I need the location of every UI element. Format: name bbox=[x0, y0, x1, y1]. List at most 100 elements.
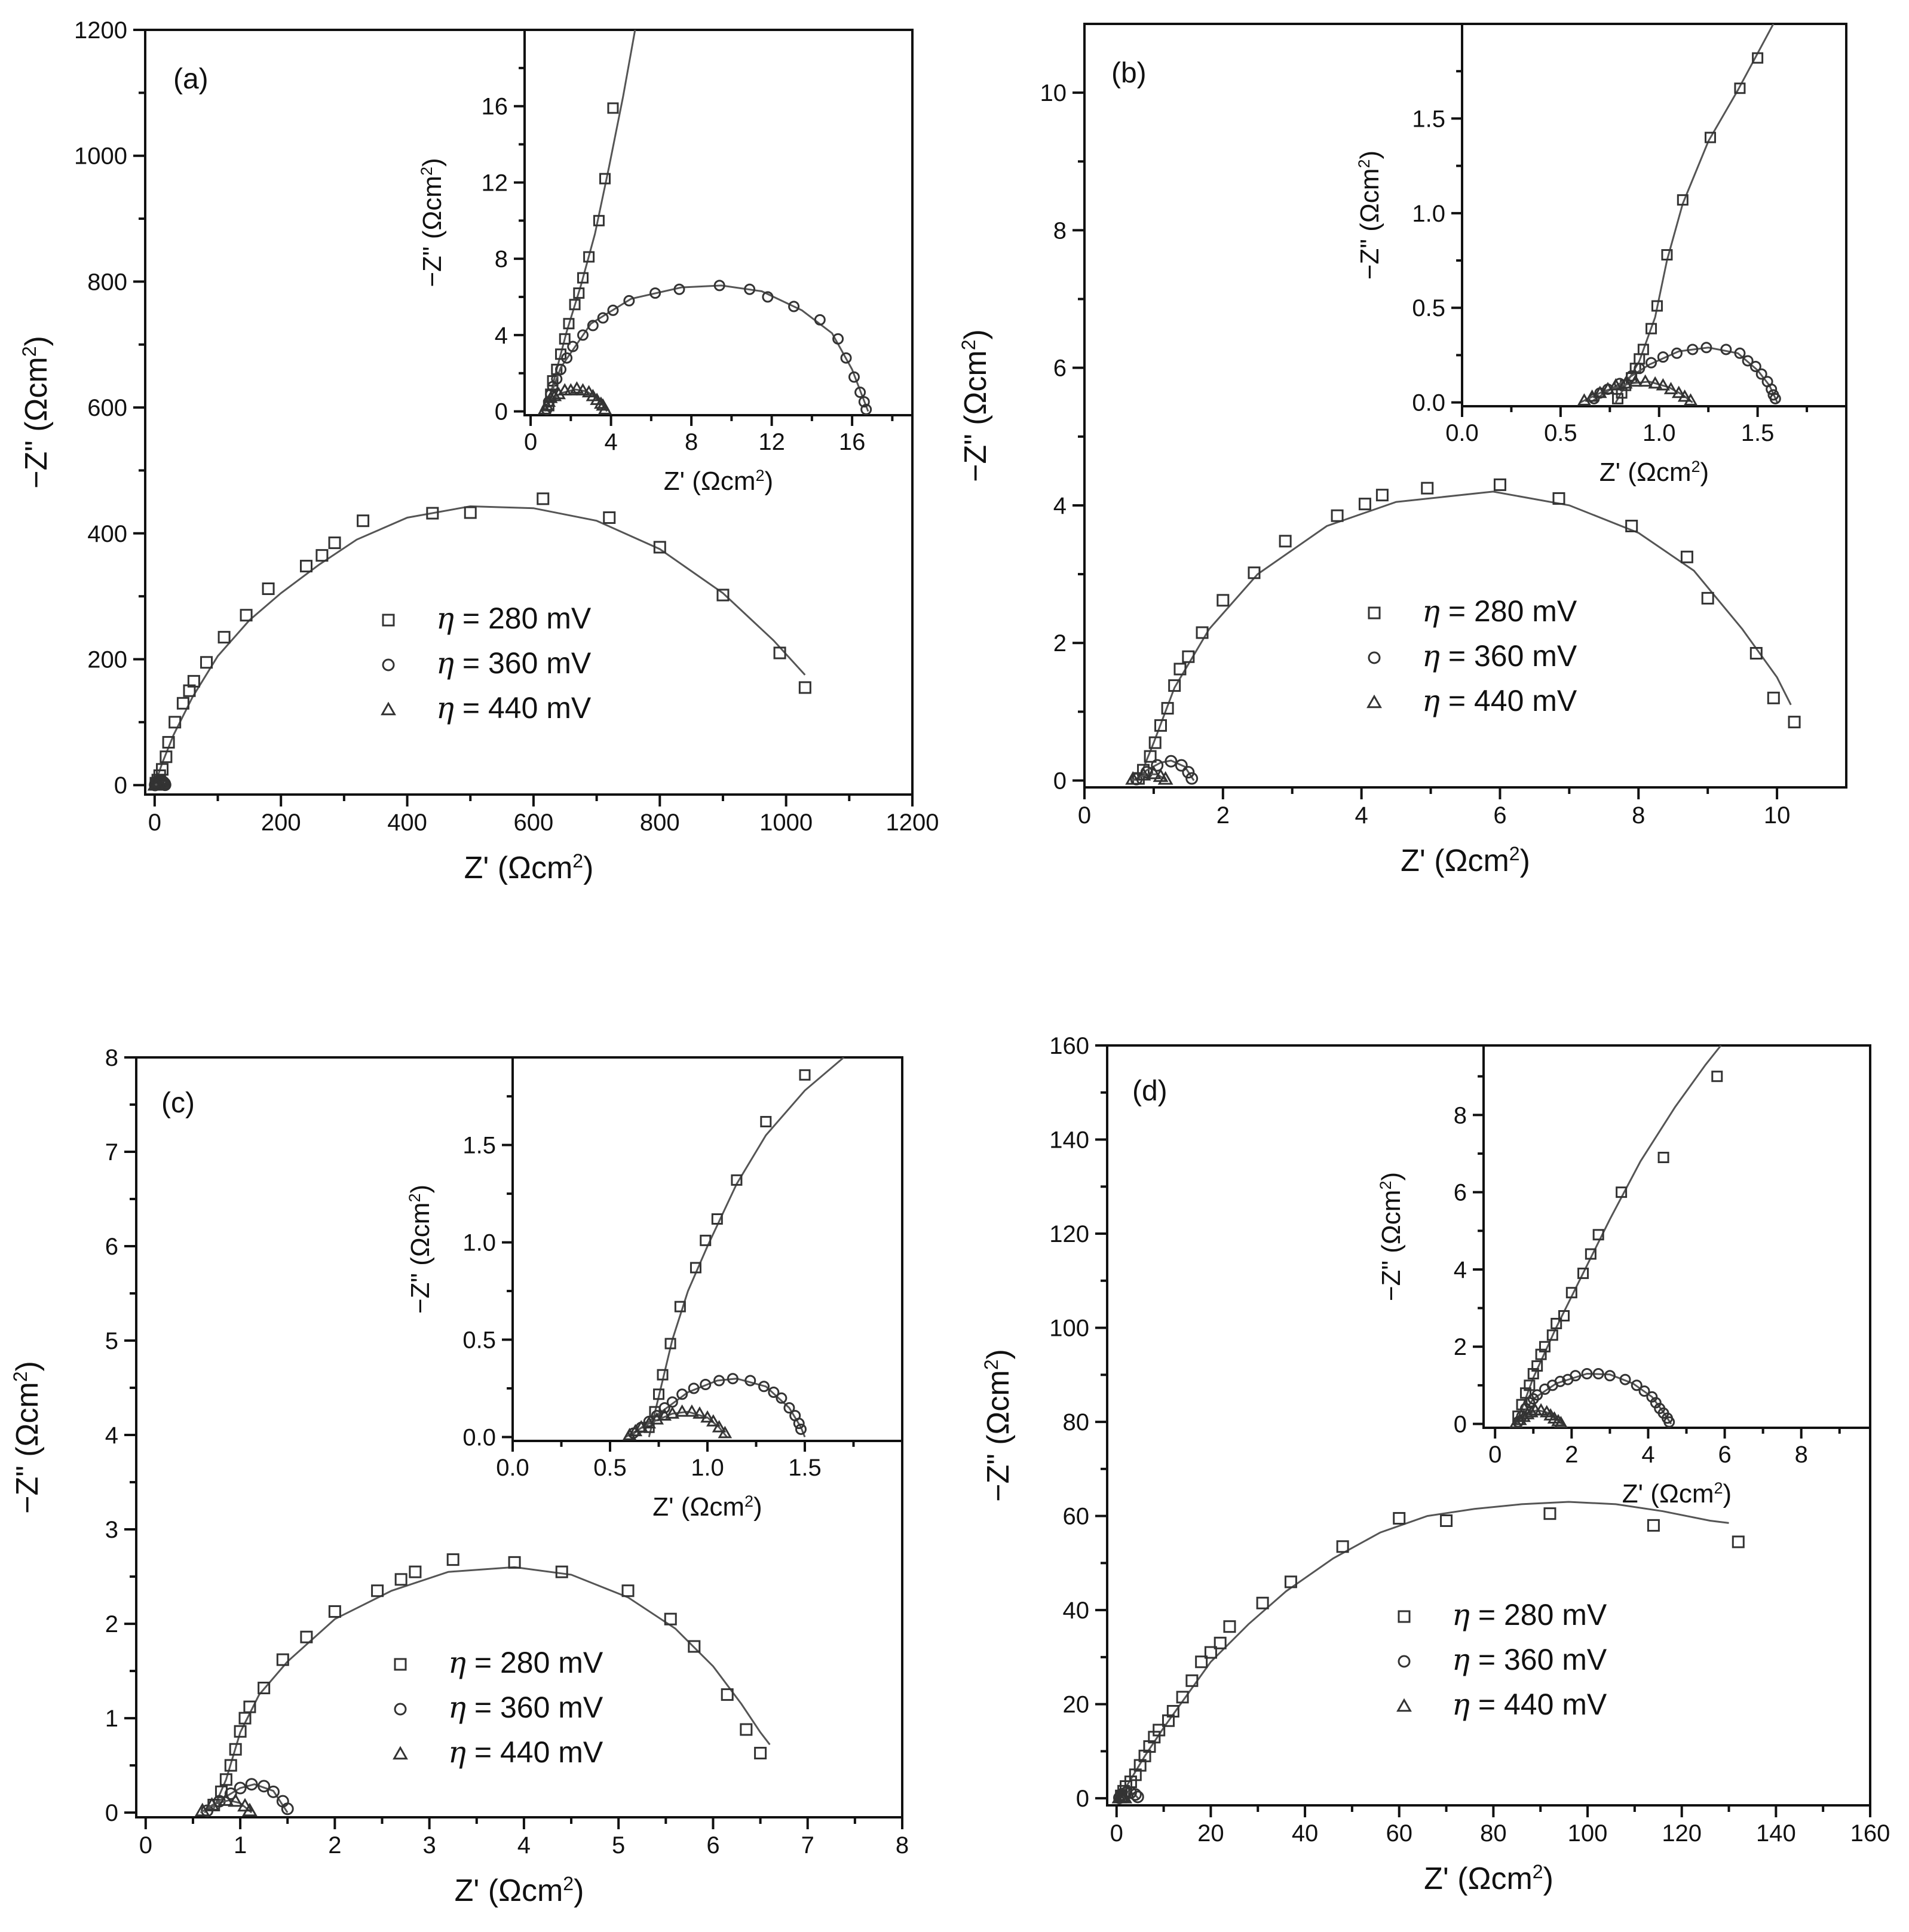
panel-d-main-data-point-square bbox=[1256, 1596, 1269, 1609]
panel-b-inset-data-point-circle bbox=[1634, 363, 1646, 375]
panel-d-inset-data-point-square bbox=[1711, 1071, 1723, 1082]
panel-d-main-y-tick-label: 0 bbox=[1076, 1786, 1089, 1812]
panel-a-inset-data-point-circle bbox=[814, 314, 826, 326]
panel-c-inset-data-point-triangle bbox=[692, 1406, 707, 1419]
panel-b-y-axis-label: −Z" (Ωcm2) bbox=[958, 329, 993, 482]
panel-a-inset-data-point-triangle bbox=[597, 402, 612, 415]
panel-a-main-fit-line-triangle bbox=[154, 783, 158, 786]
panel-a-main-data-point-square bbox=[183, 684, 196, 697]
panel-c-inset-data-point-circle bbox=[700, 1378, 712, 1390]
panel-d-main-fit-line-square bbox=[1118, 1501, 1729, 1799]
panel-a-inset-data-point-circle bbox=[848, 371, 860, 383]
panel-d-main-y-tick-label: 100 bbox=[1049, 1315, 1089, 1342]
panel-b-main-data-point-square bbox=[1788, 716, 1801, 729]
panel-a-legend-marker-circle bbox=[382, 658, 395, 671]
panel-a-inset-data-point-square bbox=[577, 272, 589, 284]
panel-c-inset-data-point-square bbox=[731, 1174, 743, 1186]
panel-a-inset-data-point-circle bbox=[567, 341, 579, 352]
panel-a-inset-data-point-circle bbox=[607, 304, 619, 316]
panel-a-inset-y-tick-label: 0 bbox=[495, 399, 508, 425]
panel-d-main-x-tick-label: 140 bbox=[1756, 1820, 1796, 1847]
panel-b-inset-background bbox=[1462, 24, 1846, 406]
panel-d-main-data-point-square bbox=[1440, 1514, 1453, 1527]
panel-d-main-x-tick-label: 120 bbox=[1662, 1820, 1702, 1847]
panel-b-inset-data-point-circle bbox=[1671, 347, 1683, 359]
panel-d-legend-marker-triangle bbox=[1396, 1698, 1412, 1712]
panel-a-inset-data-point-circle bbox=[673, 283, 685, 295]
panel-b-inset-x-tick-label: 1.0 bbox=[1643, 420, 1676, 446]
panel-b-main-data-point-square bbox=[1161, 702, 1174, 715]
panel-d-inset-y-axis-label: −Z" (Ωcm2) bbox=[1377, 1172, 1406, 1301]
panel-a-main-y-tick-label: 400 bbox=[87, 521, 127, 547]
panel-c-y-axis-label: −Z" (Ωcm2) bbox=[10, 1361, 45, 1514]
panel-c-inset-data-point-circle bbox=[783, 1402, 795, 1414]
panel-c-main-data-point-triangle bbox=[241, 1802, 258, 1817]
panel-b-main-data-point-square bbox=[1217, 594, 1230, 607]
panel-c-main-x-tick-label: 2 bbox=[328, 1832, 341, 1859]
panel-a-inset-data-point-circle bbox=[623, 295, 635, 306]
panel-c-inset-data-point-circle bbox=[713, 1375, 725, 1387]
panel-d-legend: η = 280 mV η = 360 mV η = 440 mV bbox=[1396, 1597, 1607, 1722]
panel-d-main-x-tick-label: 100 bbox=[1568, 1820, 1608, 1847]
panel-a-inset-data-point-circle bbox=[649, 287, 661, 299]
panel-c-inset-data-point-circle bbox=[768, 1387, 780, 1399]
panel-a-main-series-triangle bbox=[147, 776, 165, 791]
panel-a-inset-x-axis-label: Z' (Ωcm2) bbox=[664, 467, 773, 496]
panel-c-panel-label: (c) bbox=[161, 1087, 195, 1119]
panel-c-main-data-point-circle bbox=[245, 1778, 258, 1791]
panel-a-inset-data-point-circle bbox=[713, 280, 725, 292]
panel-c-inset-data-point-square bbox=[657, 1369, 669, 1381]
panel-b-main-data-point-square bbox=[1680, 550, 1693, 563]
panel-c-main-data-point-square bbox=[555, 1565, 568, 1578]
panel-a-inset-data-point-circle bbox=[840, 352, 852, 364]
panel-a-main-data-point-square bbox=[240, 609, 253, 622]
panel-d-inset-data-point-circle bbox=[1631, 1379, 1643, 1391]
panel-b-main-data-point-square bbox=[1767, 691, 1780, 704]
panel-b-main-y-tick-label: 6 bbox=[1053, 355, 1067, 382]
panel-b-main-x-tick-label: 4 bbox=[1355, 802, 1368, 829]
panel-c-legend-entry: η = 280 mV bbox=[448, 1645, 603, 1680]
panel-b-main-y-tick-label: 10 bbox=[1040, 80, 1067, 106]
panel-b-inset-data-point-circle bbox=[1766, 383, 1778, 395]
panel-c-inset-y-tick-label: 0.0 bbox=[462, 1424, 496, 1450]
panel-d-legend-marker-circle bbox=[1398, 1655, 1411, 1668]
panel-a-main-data-point-square bbox=[262, 582, 275, 596]
panel-d-inset-x-tick-label: 4 bbox=[1641, 1442, 1654, 1468]
panel-d-main-data-point-square bbox=[1732, 1535, 1745, 1548]
panel-d-inset-data-point-square bbox=[1551, 1317, 1562, 1329]
panel-a-inset-y-tick-label: 8 bbox=[495, 246, 508, 272]
panel-b-main-data-point-square bbox=[1493, 478, 1506, 491]
panel-a-inset-data-point-circle bbox=[854, 387, 866, 398]
panel-c-inset-data-point-square bbox=[700, 1234, 712, 1246]
panel-b-main-data-point-square bbox=[1196, 626, 1209, 639]
panel-b-inset-y-tick-label: 0.5 bbox=[1412, 295, 1445, 321]
panel-a-main-data-point-square bbox=[217, 631, 231, 644]
panel-b-inset-data-point-square bbox=[1637, 344, 1649, 355]
panel-d-legend-entry: η = 440 mV bbox=[1452, 1687, 1607, 1722]
panel-d-inset-data-point-square bbox=[1535, 1348, 1547, 1360]
panel-b-main-data-point-square bbox=[1182, 650, 1195, 663]
panel-c-inset-data-point-square bbox=[664, 1338, 676, 1350]
panel-a-main-x-tick-label: 0 bbox=[148, 809, 161, 836]
panel-a-inset: 0 4 8 12 16 0 4 8 12 16 Z' (Ωcm2) −Z" (Ωcm2) bbox=[418, 29, 914, 496]
panel-c-main-x-tick-label: 1 bbox=[234, 1832, 247, 1859]
panel-c-inset-x-tick-label: 1.5 bbox=[788, 1455, 822, 1481]
panel-b-main-data-point-square bbox=[1148, 736, 1162, 749]
panel-c-inset-data-point-square bbox=[760, 1116, 772, 1128]
panel-d-main-x-tick-label: 20 bbox=[1197, 1820, 1224, 1847]
panel-d-inset: 0 2 4 6 8 0 2 4 6 8 Z' (Ωcm2) −Z" (Ωcm2) bbox=[1377, 1044, 1871, 1508]
panel-a-inset-series-circle bbox=[541, 280, 872, 415]
panel-c-main-y-tick-label: 4 bbox=[105, 1422, 118, 1449]
panel-a-inset-y-tick-label: 4 bbox=[495, 323, 508, 349]
panel-a-legend-marker-triangle bbox=[381, 701, 396, 716]
panel-a-main-data-point-square bbox=[773, 646, 786, 660]
panel-a-main-data-point-square bbox=[464, 506, 477, 519]
panel-a-main-x-tick-label: 200 bbox=[261, 809, 301, 836]
panel-d-inset-data-point-circle bbox=[1554, 1375, 1566, 1387]
panel-b-main-data-point-circle bbox=[1165, 755, 1178, 768]
panel-d-inset-data-point-circle bbox=[1619, 1373, 1631, 1385]
panel-d-inset-data-point-square bbox=[1546, 1329, 1558, 1341]
panel-b-main-x-tick-label: 8 bbox=[1632, 802, 1645, 829]
panel-c-main-data-point-square bbox=[446, 1553, 459, 1566]
